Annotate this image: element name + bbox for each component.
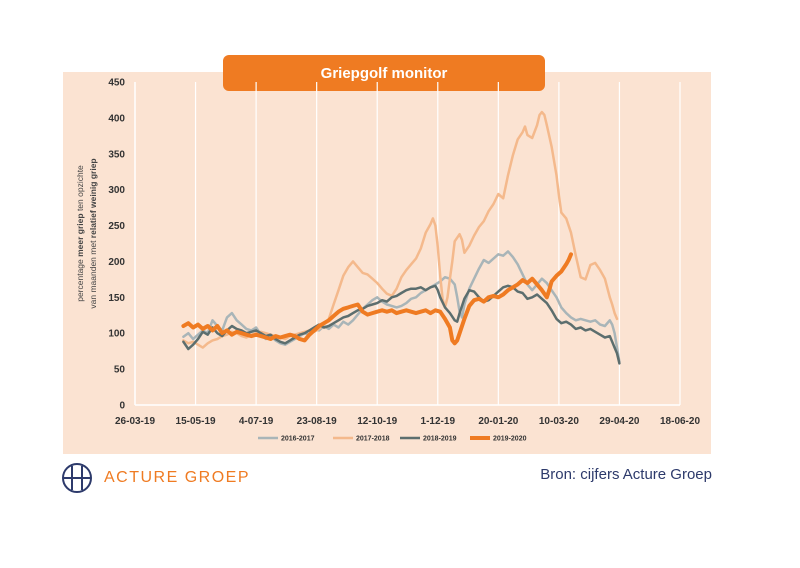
series-line-2018-2019 [182, 284, 621, 365]
y-tick-labels: 0 50 100 150 200 250 300 350 400 450 [108, 78, 125, 412]
x-tick-label: 10-03-20 [539, 416, 579, 427]
series-lines [181, 110, 621, 365]
chart-panel [63, 72, 711, 454]
series-line-2016-2017 [182, 250, 621, 364]
x-tick-label: 4-07-19 [239, 416, 274, 427]
acture-logo: ACTURE GROEP [60, 460, 250, 496]
y-tick-label: 400 [108, 113, 125, 124]
axes [134, 82, 680, 406]
y-tick-label: 50 [114, 365, 126, 376]
y-tick-label: 150 [108, 293, 125, 304]
y-tick-label: 300 [108, 185, 125, 196]
y-axis-label-line1: percentage meer griep ten opzichte [75, 165, 85, 302]
y-tick-label: 0 [119, 401, 125, 412]
x-tick-label: 23-08-19 [297, 416, 337, 427]
logo-text: ACTURE GROEP [104, 469, 251, 486]
x-tick-label: 12-10-19 [357, 416, 397, 427]
grid-lines [194, 82, 681, 405]
legend-label: 2017-2018 [356, 436, 390, 443]
acture-logo-icon [62, 463, 92, 493]
series-line-2017-2018 [182, 110, 619, 349]
x-tick-label: 1-12-19 [421, 416, 456, 427]
legend-label: 2016-2017 [281, 436, 315, 443]
chart-title: Griepgolf monitor [223, 55, 545, 91]
legend: 2016-2017 2017-2018 2018-2019 2019-2020 [258, 436, 527, 443]
y-axis-label-line2: van maanden met relatief weinig griep [88, 158, 98, 308]
x-tick-label: 29-04-20 [599, 416, 639, 427]
legend-label: 2018-2019 [423, 436, 457, 443]
x-tick-label: 15-05-19 [176, 416, 216, 427]
x-tick-label: 20-01-20 [478, 416, 518, 427]
x-tick-labels: 26-03-19 15-05-19 4-07-19 23-08-19 12-10-19 1… [115, 416, 700, 427]
y-tick-label: 350 [108, 149, 125, 160]
x-tick-label: 26-03-19 [115, 416, 155, 427]
legend-label: 2019-2020 [493, 436, 527, 443]
series-line-2019-2020 [181, 252, 573, 346]
y-tick-label: 200 [108, 257, 125, 268]
y-tick-label: 250 [108, 221, 125, 232]
source-note: Bron: cijfers Acture Groep [540, 466, 712, 483]
y-tick-label: 100 [108, 329, 125, 340]
x-tick-label: 18-06-20 [660, 416, 700, 427]
y-tick-label: 450 [108, 78, 125, 89]
